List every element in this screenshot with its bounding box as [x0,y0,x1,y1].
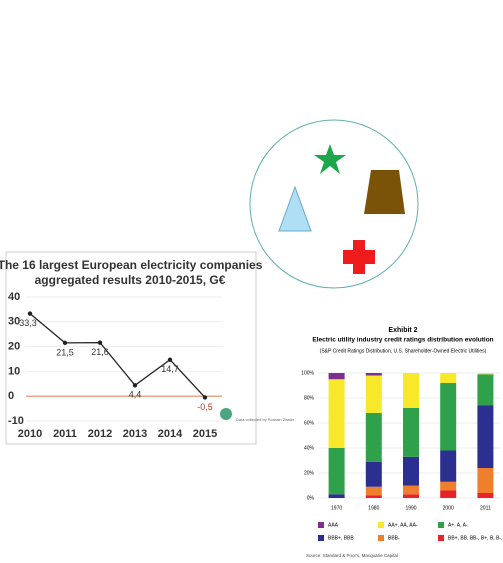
trapezoid [364,170,405,214]
y-tick-label: 60% [304,420,315,426]
circle [249,119,419,289]
bar-segment [328,373,345,380]
shapes-diagram [249,119,419,289]
x-tick-label: 2012 [88,428,112,440]
chart-subtitle: Electric utility industry credit ratings… [312,337,493,344]
bar-segment [365,486,382,496]
data-label: 4,4 [129,390,142,400]
bar-segment [328,448,345,495]
legend-label: BBB+, BBB [328,535,354,541]
data-label: 33,3 [19,318,37,328]
point [97,340,103,345]
star [314,144,346,174]
y-tick-label: 40 [8,291,20,303]
chart-title: aggregated results 2010-2015, G€ [35,273,226,287]
y-tick-label: -10 [8,415,24,427]
legend-swatch [378,535,384,541]
triangle [278,185,312,232]
y-tick-label: 40% [304,445,315,451]
x-tick-label: 2013 [123,428,147,440]
logo [220,408,232,420]
line-chart: The 16 largest European electricity comp… [0,251,295,445]
point [167,357,173,362]
legend-swatch [438,522,444,528]
bar-segment [365,373,382,376]
bar-segment [477,493,494,498]
legend-label: AA+, AA, AA- [388,522,418,528]
legend-label: BBB- [388,535,400,541]
y-tick-label: 10 [8,365,20,377]
point [27,311,33,316]
point [62,340,68,346]
legend-swatch [318,522,324,528]
chart-frame [5,251,257,445]
chart-title: Exhibit 2 [388,327,417,334]
cross [343,240,375,274]
bar-segment [477,405,494,468]
bar-segment [328,494,345,498]
note: Data collected by Romain Zissler [236,417,295,422]
bar-segment [477,374,494,406]
x-tick-label: 1970 [331,505,342,511]
data-label: -0,5 [197,402,213,412]
legend-swatch [378,522,384,528]
y-tick-label: 100% [301,370,314,376]
x-tick-label: 2014 [158,428,183,440]
data-label: 14,7 [161,364,179,374]
line [29,313,206,398]
legend-swatch [438,535,444,541]
bar-segment [328,379,345,448]
bar-segment [403,485,419,495]
x-tick-label: 1990 [405,505,416,511]
y-tick-label: 0% [307,495,315,501]
x-tick-label: 2011 [53,428,77,440]
bar-segment [365,461,382,487]
legend-swatch [318,535,324,541]
bar-segment [477,373,494,375]
y-tick-label: 20 [8,341,20,353]
bar-segment [477,468,494,493]
bar-segment [365,413,382,462]
y-tick-label: 0 [8,390,14,402]
bar-segment [403,456,419,486]
source: Source: Standard & Poor's, Macquarie Cap… [306,553,398,558]
x-tick-label: 2015 [193,428,217,440]
y-tick-label: 80% [304,395,315,401]
chart-note: (S&P Credit Ratings Distribution, U.S. S… [320,348,487,354]
data-label: 21,5 [56,347,74,357]
legend-label: AAA [328,522,339,528]
x-tick-label: 2000 [443,505,454,511]
x-tick-label: 2010 [18,428,42,440]
bar-segment [440,481,457,491]
chart-title: The 16 largest European electricity comp… [0,258,263,272]
legend-label: BB+, BB, BB-, B+, B, B-, CCC+ [448,535,503,541]
bar-segment [403,373,419,408]
bar-segment [365,375,382,413]
x-tick-label: 2011 [480,505,491,511]
y-tick-label: 30 [8,316,20,328]
x-tick-label: 1980 [368,505,379,511]
bar-segment [440,490,457,498]
point [202,395,208,400]
y-tick-label: 20% [304,470,315,476]
point [132,383,138,388]
bar-segment [440,450,457,482]
legend-label: A+, A, A- [448,522,468,528]
bar-segment [403,408,419,457]
bar-segment [440,373,457,383]
bar-segment [440,383,457,451]
data-label: 21,6 [91,347,109,357]
bar-segment [403,494,419,498]
bar-segment [365,495,382,498]
bar-chart: Exhibit 2 Electric utility industry cred… [301,327,503,558]
